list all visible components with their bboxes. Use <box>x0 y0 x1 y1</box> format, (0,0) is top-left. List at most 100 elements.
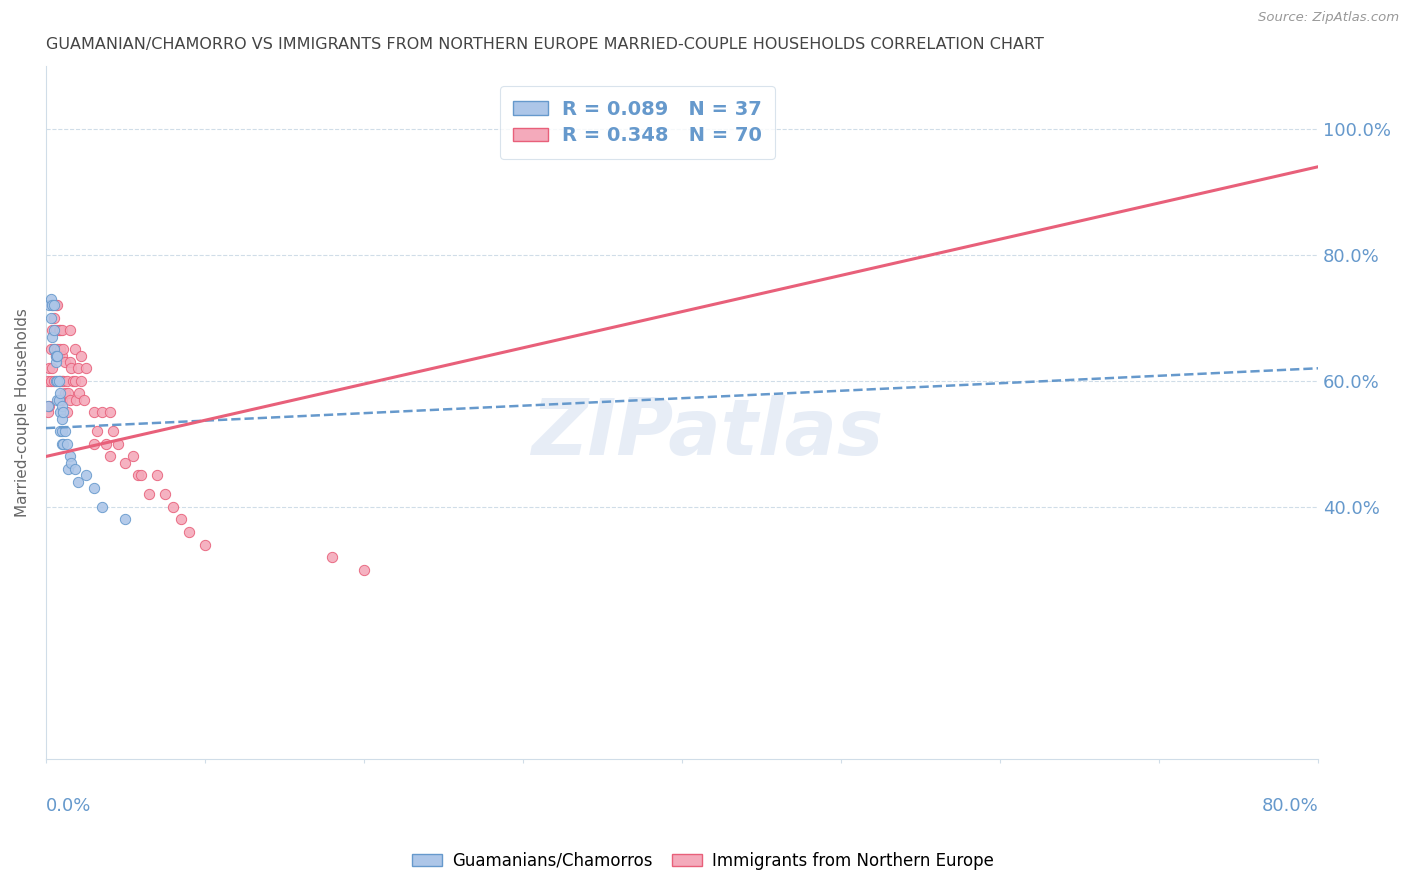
Point <box>46 343 69 357</box>
Point <box>48 349 70 363</box>
Point <box>63 462 86 476</box>
Point <box>162 500 184 514</box>
Point <box>51 411 73 425</box>
Point <box>55 405 77 419</box>
Point <box>59 324 82 338</box>
Text: GUAMANIAN/CHAMORRO VS IMMIGRANTS FROM NORTHERN EUROPE MARRIED-COUPLE HOUSEHOLDS : GUAMANIAN/CHAMORRO VS IMMIGRANTS FROM NO… <box>46 37 1043 53</box>
Point <box>67 386 90 401</box>
Point <box>44 374 66 388</box>
Point <box>39 292 62 306</box>
Point <box>52 405 75 419</box>
Text: 80.0%: 80.0% <box>1261 797 1319 815</box>
Point <box>37 405 59 419</box>
Point <box>98 405 121 419</box>
Point <box>52 437 75 451</box>
Point <box>46 392 69 407</box>
Point <box>49 405 72 419</box>
Point <box>51 437 73 451</box>
Point <box>70 374 93 388</box>
Point <box>38 361 60 376</box>
Point <box>98 450 121 464</box>
Point <box>38 298 60 312</box>
Point <box>42 324 65 338</box>
Point <box>51 392 73 407</box>
Legend: Guamanians/Chamorros, Immigrants from Northern Europe: Guamanians/Chamorros, Immigrants from No… <box>405 846 1001 877</box>
Point <box>321 550 343 565</box>
Point <box>38 399 60 413</box>
Point <box>59 450 82 464</box>
Point <box>86 424 108 438</box>
Point <box>49 374 72 388</box>
Point <box>51 424 73 438</box>
Point <box>51 349 73 363</box>
Point <box>37 399 59 413</box>
Point <box>46 349 69 363</box>
Point <box>49 343 72 357</box>
Point <box>96 437 118 451</box>
Point <box>70 349 93 363</box>
Point <box>44 355 66 369</box>
Point <box>52 374 75 388</box>
Point <box>41 361 63 376</box>
Point <box>146 468 169 483</box>
Point <box>51 399 73 413</box>
Point <box>83 437 105 451</box>
Point <box>58 386 80 401</box>
Point <box>39 374 62 388</box>
Point <box>44 298 66 312</box>
Point <box>41 324 63 338</box>
Point <box>46 374 69 388</box>
Point <box>52 343 75 357</box>
Point <box>48 324 70 338</box>
Point <box>41 298 63 312</box>
Point <box>42 298 65 312</box>
Point <box>83 405 105 419</box>
Point <box>63 343 86 357</box>
Point <box>131 468 153 483</box>
Point <box>62 374 84 388</box>
Point <box>48 374 70 388</box>
Point <box>90 405 112 419</box>
Point <box>55 437 77 451</box>
Point <box>42 343 65 357</box>
Point <box>66 361 89 376</box>
Point <box>114 512 136 526</box>
Point <box>63 374 86 388</box>
Point <box>194 538 217 552</box>
Point <box>39 310 62 325</box>
Point <box>114 456 136 470</box>
Point <box>75 361 97 376</box>
Point <box>65 392 87 407</box>
Point <box>53 386 76 401</box>
Point <box>42 343 65 357</box>
Point <box>177 524 200 539</box>
Point <box>42 374 65 388</box>
Point <box>127 468 149 483</box>
Point <box>73 392 96 407</box>
Text: Source: ZipAtlas.com: Source: ZipAtlas.com <box>1258 11 1399 24</box>
Point <box>75 468 97 483</box>
Point <box>122 450 145 464</box>
Point <box>44 349 66 363</box>
Point <box>155 487 177 501</box>
Point <box>51 324 73 338</box>
Point <box>60 361 83 376</box>
Point <box>44 349 66 363</box>
Point <box>107 437 129 451</box>
Point <box>83 481 105 495</box>
Y-axis label: Married-couple Households: Married-couple Households <box>15 308 30 516</box>
Point <box>44 324 66 338</box>
Point <box>55 374 77 388</box>
Point <box>46 298 69 312</box>
Point <box>59 392 82 407</box>
Point <box>37 374 59 388</box>
Point <box>101 424 124 438</box>
Point <box>90 500 112 514</box>
Legend: R = 0.089   N = 37, R = 0.348   N = 70: R = 0.089 N = 37, R = 0.348 N = 70 <box>499 87 775 159</box>
Point <box>53 424 76 438</box>
Point <box>48 392 70 407</box>
Point <box>59 355 82 369</box>
Point <box>353 563 375 577</box>
Point <box>49 424 72 438</box>
Point <box>41 298 63 312</box>
